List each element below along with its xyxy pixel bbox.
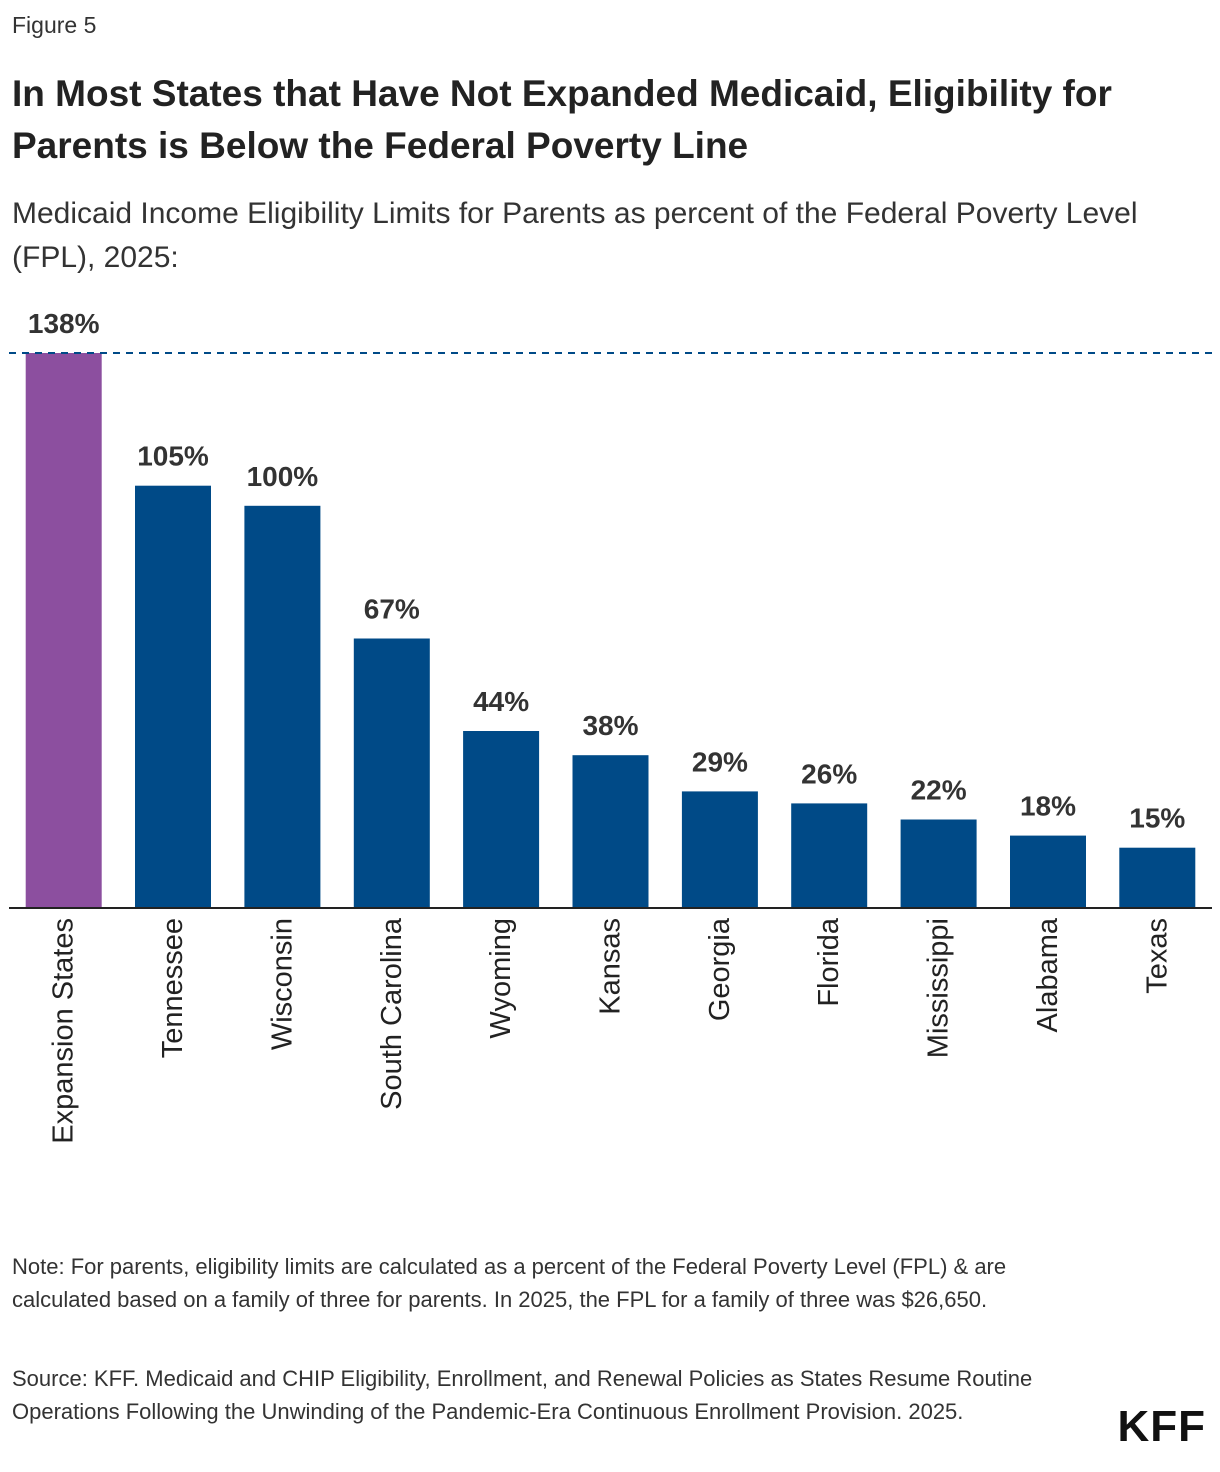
kff-logo: KFF (1117, 1402, 1206, 1451)
bar-georgia (681, 791, 758, 908)
chart-source: Source: KFF. Medicaid and CHIP Eligibili… (12, 1366, 1033, 1424)
tick-label-expansion-states: Expansion States (48, 918, 80, 1144)
data-label-tennessee: 105% (137, 441, 209, 472)
tick-label-kansas: Kansas (595, 918, 627, 1015)
bar-wyoming (463, 731, 540, 908)
figure-label: Figure 5 (12, 12, 97, 38)
bar-florida (791, 803, 868, 908)
bar-mississippi (900, 819, 977, 908)
chart-subtitle: Medicaid Income Eligibility Limits for P… (12, 197, 1138, 274)
bar-south-carolina (353, 638, 430, 908)
bar-kansas (572, 755, 649, 908)
data-label-mississippi: 22% (911, 775, 967, 806)
bar-expansion-states (25, 353, 102, 908)
tick-label-alabama: Alabama (1032, 917, 1064, 1032)
tick-label-wisconsin: Wisconsin (266, 918, 298, 1050)
bar-wisconsin (244, 505, 321, 908)
data-label-expansion-states: 138% (28, 308, 100, 339)
tick-label-south-carolina: South Carolina (376, 917, 408, 1110)
data-label-florida: 26% (801, 758, 857, 789)
tick-label-texas: Texas (1141, 918, 1173, 994)
data-label-wisconsin: 100% (247, 461, 319, 492)
data-label-georgia: 29% (692, 746, 748, 777)
tick-label-florida: Florida (813, 917, 845, 1007)
chart-note: Note: For parents, eligibility limits ar… (12, 1254, 1007, 1312)
data-label-wyoming: 44% (473, 686, 529, 717)
bar-tennessee (135, 485, 211, 908)
bar-texas (1119, 847, 1196, 908)
chart-title: In Most States that Have Not Expanded Me… (12, 73, 1112, 166)
tick-label-mississippi: Mississippi (923, 918, 955, 1058)
tick-label-georgia: Georgia (704, 917, 736, 1021)
data-label-alabama: 18% (1020, 791, 1076, 822)
data-label-texas: 15% (1129, 803, 1185, 834)
tick-label-tennessee: Tennessee (157, 918, 189, 1058)
bar-chart: 138% Expansion States 105% Tennessee 100% Wis… (9, 308, 1212, 1144)
data-label-south-carolina: 67% (364, 594, 420, 625)
bar-alabama (1010, 835, 1086, 908)
tick-label-wyoming: Wyoming (485, 918, 517, 1039)
data-label-kansas: 38% (582, 710, 638, 741)
